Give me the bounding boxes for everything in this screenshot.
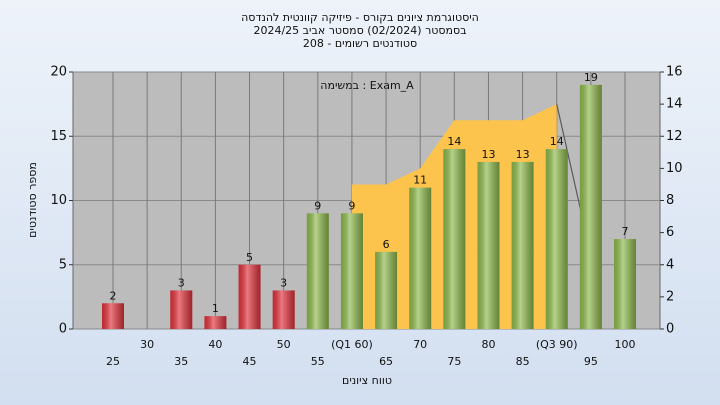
- y-tick-label: 0: [59, 322, 67, 337]
- bar-shine: [170, 290, 193, 329]
- y2-tick-label: 16: [666, 65, 683, 80]
- title-line: בסמסטר (02/2024) סמסטר אביב 2024/25: [253, 24, 466, 37]
- data-label: 2: [110, 289, 117, 302]
- y2-tick-label: 8: [666, 193, 674, 208]
- bar-shine: [579, 84, 602, 329]
- x-tick-label: 35: [174, 355, 188, 368]
- data-label: 3: [280, 276, 287, 289]
- y2-tick-label: 2: [666, 289, 674, 304]
- data-label: 13: [516, 148, 530, 161]
- y-tick-label: 10: [50, 193, 67, 208]
- x-tick-label: 45: [243, 355, 257, 368]
- y-tick-label: 15: [50, 129, 67, 144]
- y2-tick-label: 4: [666, 257, 674, 272]
- bar-shine: [204, 316, 227, 329]
- x-tick-label: 50: [277, 338, 291, 351]
- x-tick-label: 30: [140, 338, 154, 351]
- y-axis-label: מספר סטודנטים: [26, 162, 39, 238]
- bar-shine: [511, 161, 534, 329]
- y2-tick-label: 6: [666, 225, 674, 240]
- x-tick-label: 85: [516, 355, 530, 368]
- y2-tick-label: 0: [666, 322, 674, 337]
- x-tick-label: 65: [379, 355, 393, 368]
- x-tick-label: 75: [447, 355, 461, 368]
- x-tick-label: 100: [615, 338, 636, 351]
- data-label: 5: [246, 251, 253, 264]
- y-tick-label: 5: [59, 257, 67, 272]
- y2-tick-label: 10: [666, 161, 683, 176]
- data-label: 1: [212, 302, 219, 315]
- annotation: במשימה : Exam_A: [320, 79, 414, 92]
- bar-shine: [443, 149, 466, 329]
- x-tick-label: (Q1 60): [331, 338, 373, 351]
- x-tick-label: 80: [481, 338, 495, 351]
- data-label: 6: [383, 238, 390, 251]
- x-tick-label: (Q3 90): [536, 338, 578, 351]
- bar-shine: [477, 161, 500, 329]
- bar-shine: [614, 239, 636, 329]
- bar-shine: [409, 187, 432, 329]
- x-tick-label: 55: [311, 355, 325, 368]
- bar-shine: [272, 290, 295, 329]
- x-tick-label: 95: [584, 355, 598, 368]
- bar-shine: [375, 251, 398, 329]
- title-line: היסטוגרמת ציונים בקורס - פיזיקה קוונטית …: [241, 11, 479, 24]
- data-label: 9: [348, 199, 355, 212]
- title-line: סטודנטים רשומים - 208: [303, 37, 417, 50]
- y2-tick-label: 14: [666, 97, 683, 112]
- data-label: 14: [550, 135, 564, 148]
- data-label: 3: [178, 276, 185, 289]
- y2-tick-label: 12: [666, 129, 683, 144]
- bar-shine: [238, 264, 261, 329]
- bar-shine: [102, 303, 124, 329]
- data-label: 19: [584, 71, 598, 84]
- y-tick-label: 20: [50, 65, 67, 80]
- x-tick-label: 70: [413, 338, 427, 351]
- data-label: 11: [413, 174, 427, 187]
- bar-shine: [545, 149, 568, 329]
- data-label: 14: [447, 135, 461, 148]
- data-label: 13: [481, 148, 495, 161]
- data-label: 7: [622, 225, 629, 238]
- bar-shine: [306, 213, 329, 329]
- x-tick-label: 25: [106, 355, 120, 368]
- data-label: 9: [314, 199, 321, 212]
- bar-shine: [340, 213, 363, 329]
- x-tick-label: 40: [208, 338, 222, 351]
- x-axis-label: טווח ציונים: [342, 374, 392, 387]
